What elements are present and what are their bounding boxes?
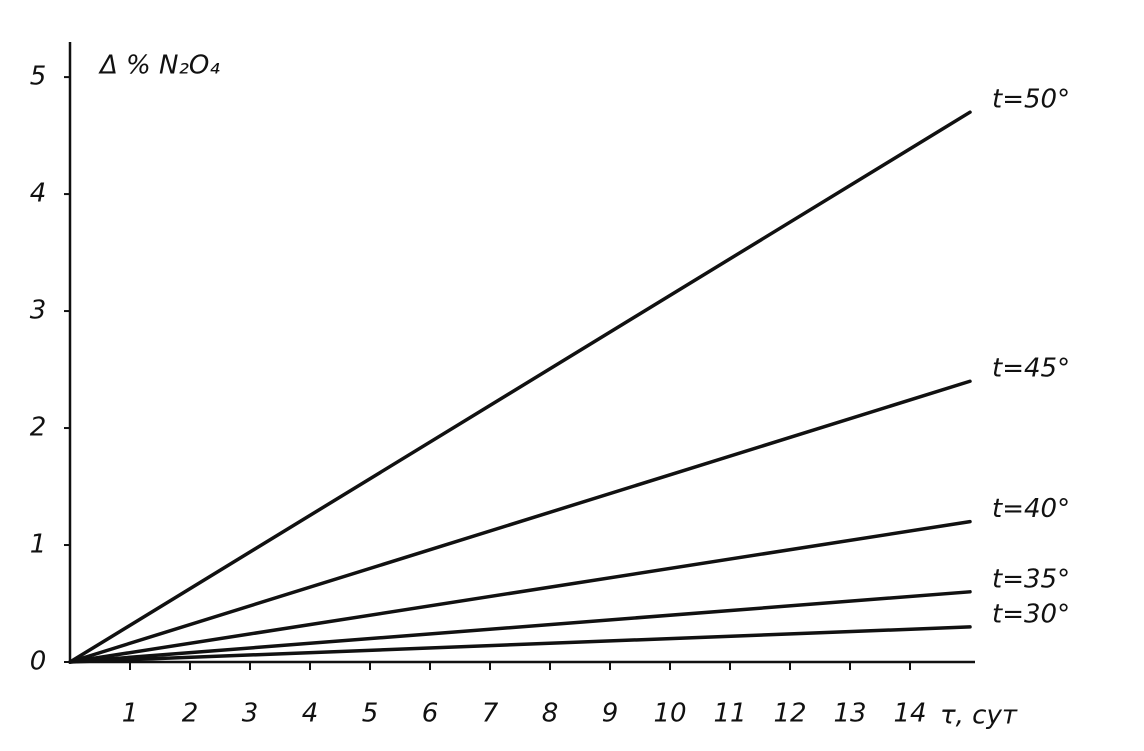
x-tick-label: 8 <box>542 699 559 729</box>
y-axis-label: Δ % N₂O₄ <box>98 51 220 81</box>
line-label: t=50° <box>992 85 1070 115</box>
x-tick-label: 13 <box>833 699 866 729</box>
x-tick-label: 1 <box>122 699 139 729</box>
data-line <box>68 110 972 664</box>
line-label: t=30° <box>992 599 1070 629</box>
x-tick-label: 3 <box>242 699 259 729</box>
data-line <box>68 379 972 664</box>
data-line <box>68 519 972 664</box>
y-tick-label: 0 <box>30 647 47 677</box>
line-label: t=45° <box>992 354 1070 384</box>
x-tick-label: 7 <box>482 699 499 729</box>
y-tick-label: 4 <box>30 179 47 209</box>
line-label: t=40° <box>992 494 1070 524</box>
line-label: t=35° <box>992 564 1070 594</box>
x-tick-label: 12 <box>773 699 806 729</box>
x-tick-label: 14 <box>893 699 926 729</box>
data-line <box>68 590 972 664</box>
y-tick-label: 2 <box>30 413 47 443</box>
x-tick-label: 6 <box>422 699 439 729</box>
x-axis-label: τ, сут <box>940 701 1018 731</box>
y-tick-label: 1 <box>30 530 47 560</box>
x-tick-label: 4 <box>302 699 319 729</box>
x-tick-label: 10 <box>653 699 686 729</box>
y-tick-label: 5 <box>30 62 47 92</box>
x-tick-label: 11 <box>713 699 746 729</box>
y-tick-label: 3 <box>30 296 47 326</box>
x-tick-label: 2 <box>182 699 199 729</box>
x-tick-label: 5 <box>362 699 379 729</box>
x-tick-label: 9 <box>602 699 619 729</box>
data-line <box>68 625 972 664</box>
